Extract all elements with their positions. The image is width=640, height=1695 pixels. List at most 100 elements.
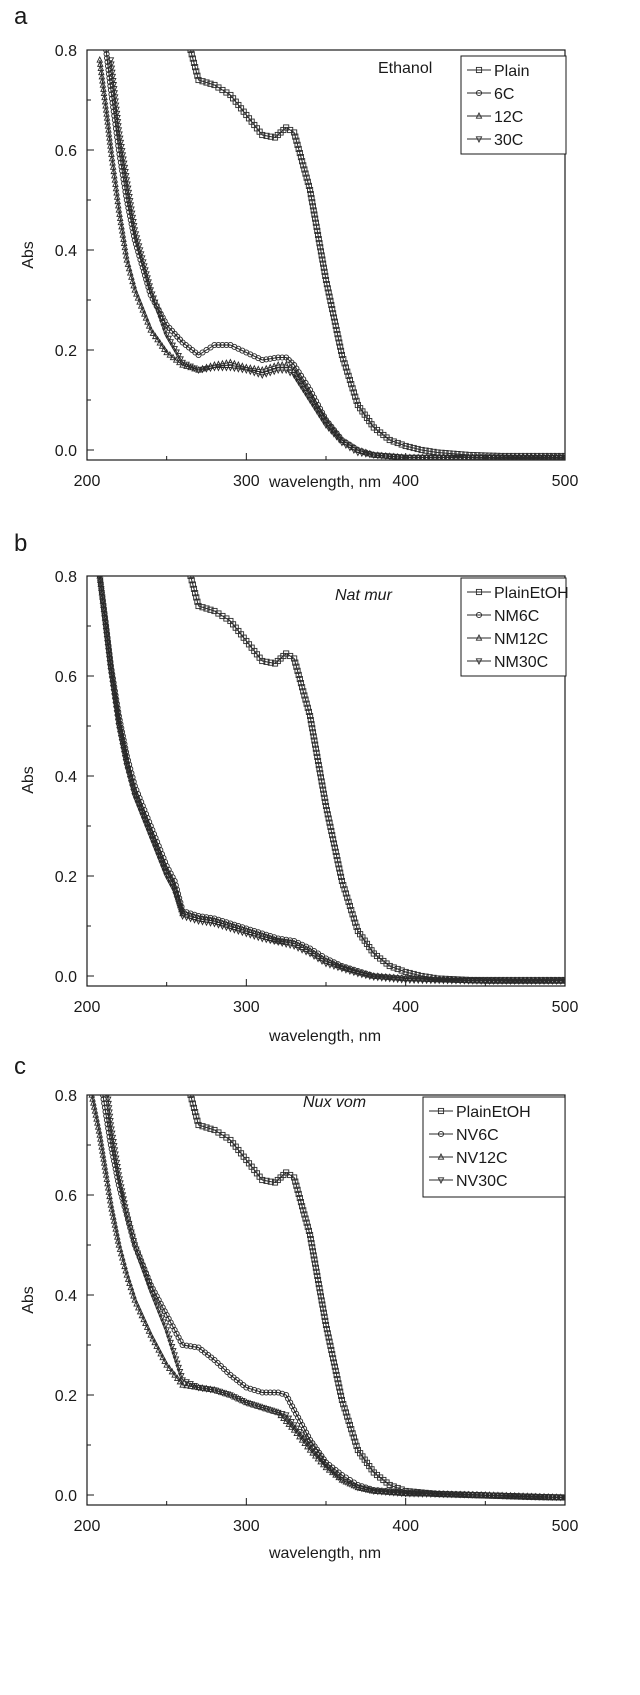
- x-tick-label: 300: [233, 999, 260, 1016]
- panel-b: b Nat mur Abs wavelength, nm 200 300 400 50…: [14, 530, 578, 1045]
- data-point: [294, 667, 301, 674]
- data-point: [335, 861, 342, 868]
- data-point: [133, 1299, 140, 1307]
- data-point: [156, 857, 164, 865]
- data-point: [311, 404, 318, 412]
- data-point: [341, 886, 348, 893]
- data-point: [324, 1330, 331, 1337]
- data-point: [337, 873, 345, 880]
- data-point: [262, 1406, 270, 1413]
- data-point: [398, 976, 406, 984]
- data-point: [321, 1313, 328, 1320]
- data-point: [138, 1311, 146, 1319]
- data-point: [122, 759, 130, 767]
- data-point: [406, 977, 414, 985]
- data-point: [145, 1327, 153, 1334]
- data-point: [130, 789, 137, 796]
- data-point: [336, 1384, 343, 1391]
- data-point: [314, 1272, 321, 1279]
- x-axis-label: wavelength, nm: [268, 474, 381, 491]
- data-point: [130, 1291, 137, 1299]
- data-point: [111, 94, 119, 102]
- data-point: [321, 268, 328, 275]
- data-point: [127, 202, 135, 210]
- data-point: [274, 939, 282, 947]
- data-point: [519, 1493, 527, 1501]
- data-point: [118, 148, 126, 155]
- data-point: [431, 975, 439, 983]
- data-point: [171, 888, 178, 896]
- data-point: [299, 386, 307, 394]
- panel-c: c Nux vom Abs wavelength, nm 200 300 400 50…: [14, 1053, 578, 1562]
- data-point: [148, 291, 156, 299]
- data-point: [303, 1219, 310, 1226]
- data-point: [137, 802, 145, 810]
- data-point: [147, 1287, 155, 1295]
- data-point: [354, 1484, 362, 1492]
- data-point: [342, 967, 350, 974]
- data-point: [293, 1182, 300, 1189]
- data-point: [296, 1194, 303, 1202]
- data-point: [122, 173, 130, 180]
- data-point: [418, 446, 425, 454]
- data-point: [312, 741, 319, 748]
- data-point: [179, 360, 186, 368]
- data-point: [96, 577, 104, 585]
- data-point: [382, 1489, 390, 1496]
- data-point: [211, 1356, 218, 1364]
- data-point: [300, 688, 307, 695]
- data-point: [431, 454, 439, 460]
- data-point: [323, 807, 330, 814]
- data-point: [338, 1396, 345, 1404]
- data-point: [307, 1231, 314, 1239]
- data-point: [444, 1491, 451, 1499]
- data-point: [317, 1293, 324, 1300]
- data-point: [302, 1215, 309, 1222]
- data-point: [325, 815, 332, 822]
- data-point: [370, 1488, 378, 1496]
- data-point: [151, 1338, 159, 1346]
- data-point: [414, 977, 422, 985]
- data-point: [215, 341, 222, 349]
- data-point: [144, 275, 151, 283]
- data-point: [187, 915, 194, 923]
- data-point: [128, 206, 135, 214]
- data-point: [322, 276, 330, 284]
- y-tick-label: 0.6: [55, 669, 77, 686]
- data-point: [108, 1126, 115, 1134]
- data-point: [300, 162, 307, 169]
- data-point: [122, 169, 129, 176]
- data-point: [341, 1405, 348, 1412]
- data-point: [142, 814, 150, 822]
- data-point: [308, 195, 315, 202]
- data-point: [297, 1199, 305, 1206]
- data-point: [382, 975, 390, 983]
- data-point: [301, 166, 308, 173]
- data-point: [124, 767, 132, 775]
- data-point: [112, 1151, 119, 1159]
- data-point: [540, 978, 548, 986]
- data-point: [302, 170, 309, 177]
- data-point: [469, 1492, 477, 1499]
- data-point: [165, 1364, 173, 1371]
- data-point: [285, 1420, 293, 1427]
- data-point: [473, 978, 481, 985]
- data-point: [160, 324, 168, 331]
- data-point: [259, 131, 266, 139]
- x-tick-label: 200: [74, 473, 101, 490]
- data-point: [340, 882, 347, 889]
- data-point: [465, 1492, 472, 1499]
- data-point: [188, 577, 195, 584]
- data-point: [161, 1357, 169, 1364]
- data-point: [374, 452, 382, 460]
- data-point: [119, 1192, 127, 1200]
- data-point: [157, 315, 165, 323]
- data-point: [326, 1338, 333, 1345]
- data-point: [303, 700, 310, 707]
- data-point: [305, 182, 312, 189]
- data-point: [452, 976, 460, 983]
- data-point: [333, 429, 340, 436]
- data-point: [259, 657, 266, 665]
- data-point: [187, 1343, 194, 1350]
- data-point: [163, 873, 170, 881]
